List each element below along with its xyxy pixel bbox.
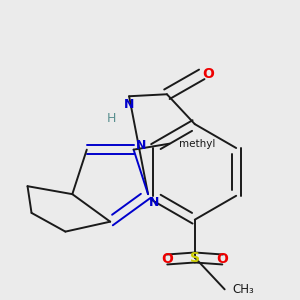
- Text: O: O: [161, 253, 173, 266]
- Text: H: H: [106, 112, 116, 124]
- Text: S: S: [190, 250, 200, 265]
- Text: N: N: [124, 98, 134, 111]
- Text: N: N: [136, 139, 147, 152]
- Text: O: O: [217, 253, 229, 266]
- Text: methyl: methyl: [179, 139, 216, 149]
- Text: O: O: [202, 68, 214, 81]
- Text: N: N: [149, 196, 159, 208]
- Text: CH₃: CH₃: [232, 283, 254, 296]
